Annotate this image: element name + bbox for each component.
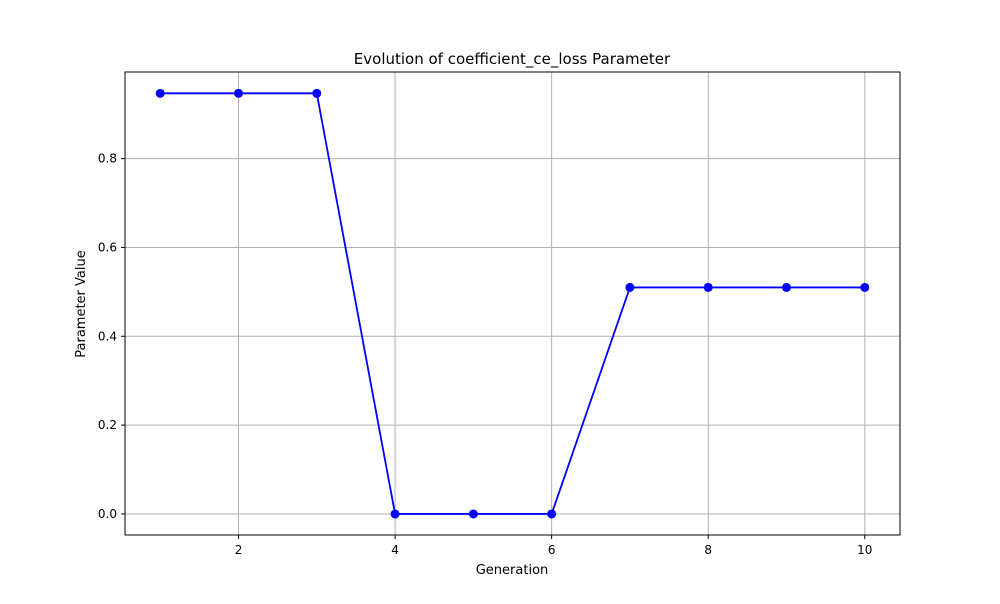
data-point-marker bbox=[234, 88, 244, 98]
data-point-marker bbox=[781, 282, 791, 292]
y-tick-label: 0.4 bbox=[98, 329, 117, 343]
tick-layer: 2 4 6 8 10 0.0 0.2 0.4 0.6 0.8 bbox=[98, 152, 873, 557]
y-tick-label: 0.2 bbox=[98, 418, 117, 432]
series-line bbox=[160, 92, 865, 515]
grid-layer bbox=[125, 72, 900, 535]
x-tick-label: 4 bbox=[391, 543, 399, 557]
y-tick-label: 0.0 bbox=[98, 507, 117, 521]
x-tick-label: 10 bbox=[857, 543, 872, 557]
data-point-marker bbox=[312, 88, 322, 98]
y-axis-label: Parameter Value bbox=[74, 250, 89, 357]
data-point-marker bbox=[860, 282, 870, 292]
x-tick-label: 6 bbox=[548, 543, 556, 557]
series-layer bbox=[155, 88, 870, 519]
data-point-marker bbox=[155, 88, 165, 98]
y-tick-label: 0.8 bbox=[98, 152, 117, 166]
data-point-marker bbox=[547, 509, 557, 519]
data-point-marker bbox=[703, 282, 713, 292]
data-point-marker bbox=[468, 509, 478, 519]
data-point-marker bbox=[625, 282, 635, 292]
x-tick-label: 2 bbox=[235, 543, 243, 557]
y-tick-label: 0.6 bbox=[98, 240, 117, 254]
data-point-marker bbox=[390, 509, 400, 519]
plot-area-frame bbox=[124, 71, 901, 536]
x-tick-label: 8 bbox=[704, 543, 712, 557]
chart-title: Evolution of coefficient_ce_loss Paramet… bbox=[354, 50, 671, 69]
x-axis-label: Generation bbox=[476, 563, 549, 578]
